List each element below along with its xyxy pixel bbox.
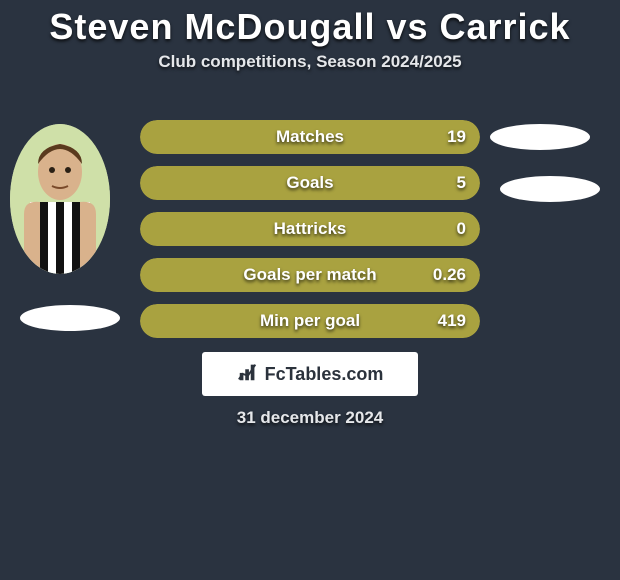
stat-label: Goals per match — [140, 258, 480, 292]
chart-icon — [237, 361, 259, 388]
player-avatar-left — [10, 124, 110, 274]
stat-label: Matches — [140, 120, 480, 154]
stat-row: Goals per match0.26 — [140, 258, 480, 292]
stat-value: 0.26 — [433, 258, 466, 292]
stat-label: Hattricks — [140, 212, 480, 246]
stat-label: Goals — [140, 166, 480, 200]
page-subtitle: Club competitions, Season 2024/2025 — [0, 52, 620, 72]
stat-row: Hattricks0 — [140, 212, 480, 246]
page-title: Steven McDougall vs Carrick — [0, 0, 620, 48]
stat-row: Goals5 — [140, 166, 480, 200]
snapshot-date: 31 december 2024 — [0, 408, 620, 428]
stat-row: Matches19 — [140, 120, 480, 154]
stat-value: 419 — [438, 304, 466, 338]
chip-left — [20, 305, 120, 331]
chip-right-2 — [500, 176, 600, 202]
stat-row: Min per goal419 — [140, 304, 480, 338]
stat-bars: Matches19 Goals5 Hattricks0 Goals per match… — [140, 120, 480, 350]
watermark-text: FcTables.com — [265, 364, 384, 385]
stat-label: Min per goal — [140, 304, 480, 338]
chip-right-1 — [490, 124, 590, 150]
stat-value: 5 — [457, 166, 466, 200]
watermark: FcTables.com — [202, 352, 418, 396]
stat-value: 19 — [447, 120, 466, 154]
stat-value: 0 — [457, 212, 466, 246]
